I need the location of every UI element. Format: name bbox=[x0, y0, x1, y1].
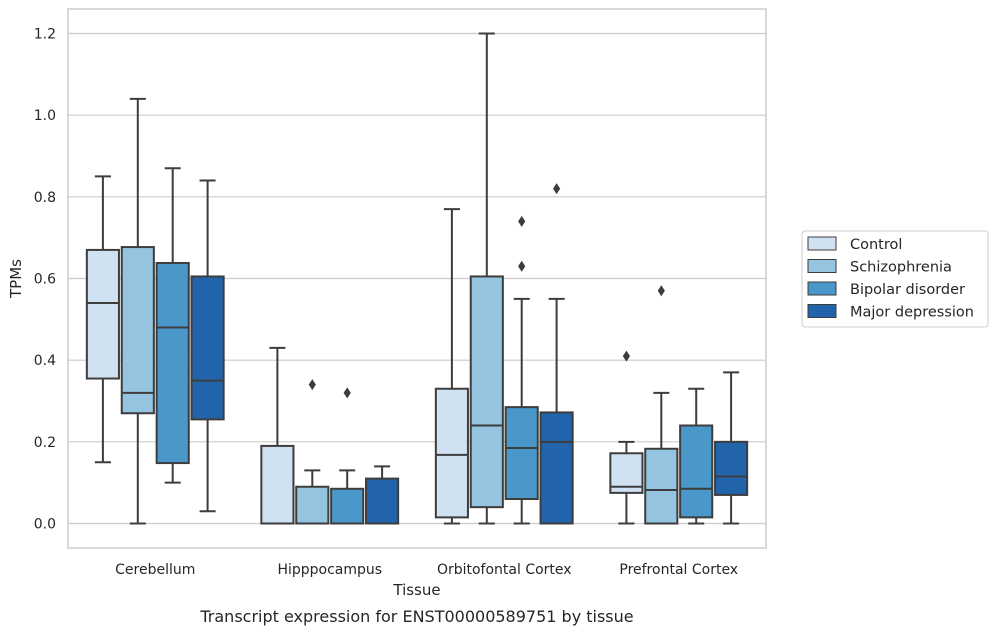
legend-label: Control bbox=[850, 237, 902, 253]
box-iqr bbox=[330, 487, 365, 525]
x-axis-ticks: Cerebellum Hipppocampus Orbitofontal Corte… bbox=[115, 562, 738, 578]
box-iqr bbox=[365, 477, 400, 525]
box-iqr bbox=[679, 424, 714, 519]
x-tick-label: Cerebellum bbox=[115, 562, 195, 578]
y-tick-label: 1.2 bbox=[34, 27, 56, 43]
box-0-3 bbox=[609, 350, 644, 525]
box-iqr bbox=[714, 440, 749, 496]
legend-label: Schizophrenia bbox=[850, 260, 952, 276]
y-tick-label: 1.0 bbox=[34, 108, 56, 124]
plot-area-frame bbox=[67, 8, 767, 549]
box-2-3 bbox=[679, 387, 714, 525]
y-axis-ticks: 0.0 0.2 0.4 0.6 0.8 1.0 1.2 bbox=[34, 27, 56, 533]
box-iqr bbox=[295, 485, 330, 525]
box-iqr bbox=[260, 444, 295, 525]
box-iqr bbox=[190, 275, 225, 421]
legend-swatch bbox=[807, 304, 837, 318]
box-iqr bbox=[644, 447, 679, 525]
box-3-3 bbox=[714, 371, 749, 525]
legend-swatch bbox=[807, 259, 837, 273]
box-3-2 bbox=[539, 183, 574, 525]
box-3-1 bbox=[365, 465, 400, 525]
box-iqr bbox=[469, 275, 504, 509]
box-iqr bbox=[155, 261, 190, 465]
box-iqr bbox=[504, 406, 539, 500]
outlier-point bbox=[553, 183, 561, 195]
box-3-0 bbox=[190, 179, 225, 513]
y-tick-label: 0.4 bbox=[34, 353, 56, 369]
outlier-point bbox=[622, 350, 630, 362]
x-axis-label: Tissue bbox=[392, 581, 440, 599]
box-0-0 bbox=[85, 175, 120, 464]
y-tick-label: 0.2 bbox=[34, 435, 56, 451]
outlier-point bbox=[518, 215, 526, 227]
y-tick-label: 0.0 bbox=[34, 517, 56, 533]
legend-frame bbox=[801, 230, 989, 328]
legend-swatch bbox=[807, 281, 837, 296]
box-1-2 bbox=[469, 32, 504, 525]
legend: Control Schizophrenia Bipolar disorder Majo… bbox=[801, 230, 989, 328]
box-1-3 bbox=[644, 285, 679, 525]
x-tick-label: Hipppocampus bbox=[277, 562, 382, 578]
boxes bbox=[85, 32, 749, 525]
box-0-2 bbox=[434, 208, 469, 525]
box-2-0 bbox=[155, 167, 190, 484]
outlier-point bbox=[308, 379, 316, 391]
box-2-1 bbox=[330, 387, 365, 525]
box-iqr bbox=[120, 246, 155, 415]
box-iqr bbox=[539, 411, 574, 525]
box-1-0 bbox=[120, 97, 155, 525]
outlier-point bbox=[657, 285, 665, 297]
legend-label: Major depression bbox=[850, 305, 974, 321]
chart-caption: Transcript expression for ENST0000058975… bbox=[199, 607, 633, 626]
x-tick-label: Orbitofontal Cortex bbox=[437, 562, 572, 578]
box-2-2 bbox=[504, 215, 539, 525]
y-axis-label: TPMs bbox=[7, 259, 25, 299]
box-iqr bbox=[85, 248, 120, 380]
outlier-point bbox=[518, 260, 526, 272]
y-tick-label: 0.6 bbox=[34, 272, 56, 288]
y-tick-label: 0.8 bbox=[34, 190, 56, 206]
box-1-1 bbox=[295, 379, 330, 525]
legend-label: Bipolar disorder bbox=[850, 282, 965, 298]
box-0-1 bbox=[260, 346, 295, 525]
x-tick-label: Prefrontal Cortex bbox=[619, 562, 738, 578]
outlier-point bbox=[343, 387, 351, 399]
legend-swatch bbox=[807, 236, 837, 251]
box-iqr bbox=[434, 387, 469, 519]
